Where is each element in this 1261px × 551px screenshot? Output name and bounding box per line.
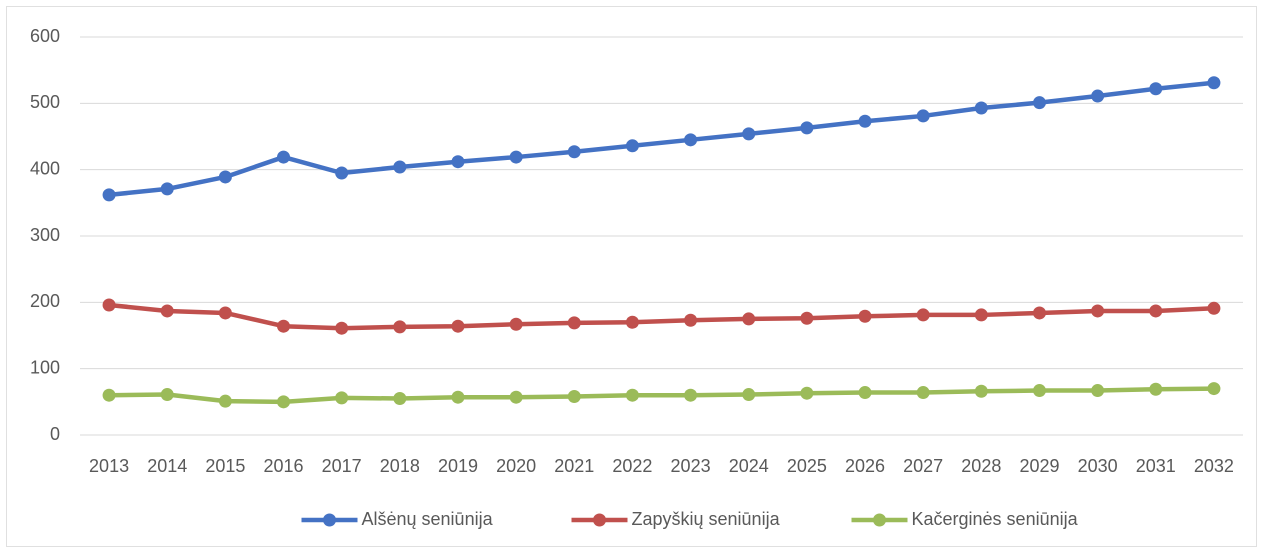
point bbox=[1149, 304, 1163, 318]
point bbox=[1091, 304, 1105, 318]
point bbox=[916, 308, 930, 322]
point bbox=[1207, 76, 1221, 90]
legend-label: Zapyškių seniūnija bbox=[632, 509, 781, 529]
point bbox=[742, 388, 756, 402]
point bbox=[393, 392, 407, 406]
y-tick-label: 500 bbox=[30, 92, 60, 112]
point bbox=[335, 391, 349, 405]
point bbox=[974, 384, 988, 398]
point bbox=[335, 321, 349, 335]
x-tick-label: 2017 bbox=[322, 456, 362, 476]
point bbox=[509, 390, 523, 404]
x-tick-label: 2016 bbox=[264, 456, 304, 476]
point bbox=[218, 306, 232, 320]
x-tick-label: 2020 bbox=[496, 456, 536, 476]
x-tick-label: 2029 bbox=[1019, 456, 1059, 476]
point bbox=[102, 388, 116, 402]
point bbox=[1149, 82, 1163, 96]
point bbox=[451, 390, 465, 404]
point bbox=[160, 388, 174, 402]
x-tick-label: 2023 bbox=[671, 456, 711, 476]
point bbox=[393, 160, 407, 174]
legend-marker bbox=[323, 513, 336, 527]
point bbox=[1207, 301, 1221, 315]
x-tick-label: 2027 bbox=[903, 456, 943, 476]
point bbox=[277, 395, 291, 409]
point bbox=[742, 127, 756, 141]
y-tick-label: 600 bbox=[30, 26, 60, 46]
point bbox=[625, 388, 639, 402]
point bbox=[277, 319, 291, 333]
point bbox=[567, 145, 581, 159]
point bbox=[858, 309, 872, 323]
point bbox=[567, 316, 581, 330]
series-line bbox=[109, 386, 1214, 405]
point bbox=[218, 394, 232, 408]
x-tick-label: 2026 bbox=[845, 456, 885, 476]
point bbox=[1091, 89, 1105, 103]
point bbox=[451, 155, 465, 169]
point bbox=[625, 315, 639, 329]
y-tick-label: 200 bbox=[30, 291, 60, 311]
point bbox=[974, 101, 988, 115]
y-tick-label: 300 bbox=[30, 225, 60, 245]
x-tick-label: 2025 bbox=[787, 456, 827, 476]
point bbox=[625, 139, 639, 153]
point bbox=[335, 166, 349, 180]
x-tick-label: 2031 bbox=[1136, 456, 1176, 476]
point bbox=[916, 109, 930, 123]
point bbox=[1032, 96, 1046, 110]
point bbox=[218, 170, 232, 184]
x-tick-label: 2024 bbox=[729, 456, 769, 476]
point bbox=[1207, 382, 1221, 396]
x-tick-label: 2022 bbox=[612, 456, 652, 476]
point bbox=[509, 150, 523, 164]
point bbox=[1032, 384, 1046, 398]
point bbox=[800, 121, 814, 135]
y-tick-label: 0 bbox=[50, 424, 60, 444]
x-tick-label: 2032 bbox=[1194, 456, 1234, 476]
x-tick-label: 2018 bbox=[380, 456, 420, 476]
legend-label: Kačerginės seniūnija bbox=[912, 509, 1079, 529]
point bbox=[800, 386, 814, 400]
point bbox=[800, 311, 814, 325]
x-tick-label: 2021 bbox=[554, 456, 594, 476]
point bbox=[974, 308, 988, 322]
series-line bbox=[108, 302, 1215, 331]
point bbox=[1091, 384, 1105, 398]
x-tick-label: 2030 bbox=[1078, 456, 1118, 476]
legend-marker bbox=[593, 513, 606, 527]
point bbox=[742, 312, 756, 326]
x-tick-label: 2015 bbox=[205, 456, 245, 476]
point bbox=[509, 317, 523, 331]
point bbox=[858, 114, 872, 128]
point bbox=[1032, 306, 1046, 320]
point bbox=[1149, 382, 1163, 396]
point bbox=[102, 298, 116, 312]
point bbox=[277, 150, 291, 164]
point bbox=[858, 386, 872, 400]
point bbox=[160, 304, 174, 318]
point bbox=[916, 386, 930, 400]
legend-label: Alšėnų seniūnija bbox=[362, 509, 494, 529]
point bbox=[567, 390, 581, 404]
x-tick-label: 2028 bbox=[961, 456, 1001, 476]
y-tick-label: 100 bbox=[30, 357, 60, 377]
point bbox=[451, 319, 465, 333]
x-tick-label: 2013 bbox=[89, 456, 129, 476]
point bbox=[684, 133, 698, 147]
point bbox=[393, 320, 407, 334]
point bbox=[684, 388, 698, 402]
chart-frame bbox=[6, 6, 1257, 547]
point bbox=[684, 313, 698, 327]
point bbox=[160, 182, 174, 196]
point bbox=[102, 188, 116, 202]
y-tick-label: 400 bbox=[30, 158, 60, 178]
series-line bbox=[108, 80, 1215, 198]
legend-marker bbox=[873, 513, 886, 527]
x-tick-label: 2019 bbox=[438, 456, 478, 476]
x-tick-label: 2014 bbox=[147, 456, 187, 476]
